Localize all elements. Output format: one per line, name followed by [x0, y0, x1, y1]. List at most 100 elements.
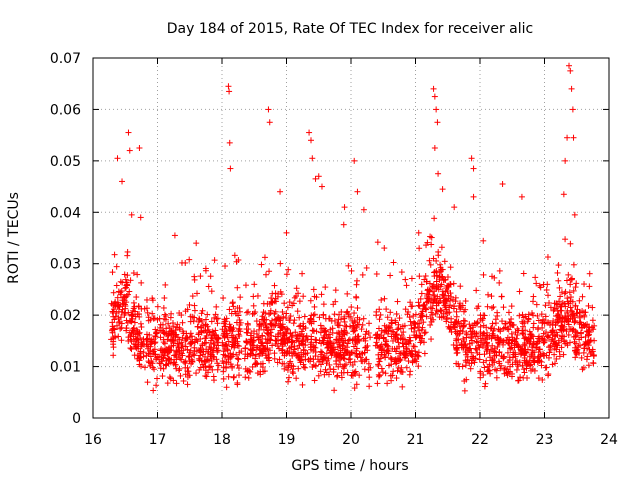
y-tick-label: 0.02 [50, 308, 81, 324]
roti-point [407, 372, 413, 378]
roti-point [215, 367, 221, 373]
roti-point [208, 273, 214, 279]
roti-point [444, 315, 450, 321]
roti-point [344, 291, 350, 297]
roti-point [126, 288, 132, 294]
y-tick-label: 0.04 [50, 205, 81, 221]
roti-point [481, 272, 487, 278]
roti-point [556, 262, 562, 268]
roti-point [463, 298, 469, 304]
roti-point [485, 292, 491, 298]
roti-point [500, 304, 506, 310]
y-tick-label: 0.03 [50, 257, 81, 273]
roti-point [353, 295, 359, 301]
x-tick-label: 17 [149, 432, 167, 448]
roti-peak-point [136, 145, 142, 151]
x-tick-label: 19 [278, 432, 296, 448]
roti-peak-point [451, 204, 457, 210]
roti-point [131, 300, 137, 306]
roti-point [194, 290, 200, 296]
roti-point [312, 311, 318, 317]
roti-point [348, 304, 354, 310]
roti-point [439, 244, 445, 250]
roti-point [209, 288, 215, 294]
roti-point [473, 287, 479, 293]
roti-point [567, 241, 573, 247]
roti-point [559, 308, 565, 314]
roti-point [454, 309, 460, 315]
roti-peak-point [193, 240, 199, 246]
roti-point [448, 264, 454, 270]
roti-peak-point [306, 130, 312, 136]
roti-peak-point [115, 155, 121, 161]
roti-peak-point [284, 230, 290, 236]
roti-point [279, 309, 285, 315]
roti-point [161, 305, 167, 311]
roti-peak-point [519, 194, 525, 200]
roti-point [377, 359, 383, 365]
y-tick-label: 0.01 [50, 360, 81, 376]
roti-point [232, 252, 238, 258]
roti-point [311, 304, 317, 310]
roti-point [351, 310, 357, 316]
roti-point [167, 374, 173, 380]
roti-point [331, 387, 337, 393]
roti-point [349, 268, 355, 274]
roti-point [409, 275, 415, 281]
roti-point [263, 272, 269, 278]
roti-point [159, 373, 165, 379]
roti-point [489, 293, 495, 299]
roti-point [381, 245, 387, 251]
roti-point [545, 292, 551, 298]
roti-point [402, 277, 408, 283]
roti-peak-point [265, 106, 271, 112]
roti-point [165, 380, 171, 386]
roti-point [517, 288, 523, 294]
roti-point [437, 262, 443, 268]
roti-point [114, 264, 120, 270]
roti-point [308, 315, 314, 321]
roti-point [253, 351, 259, 357]
roti-point [300, 293, 306, 299]
roti-peak-point [127, 148, 133, 154]
roti-point [334, 374, 340, 380]
roti-point [158, 365, 164, 371]
roti-point [591, 338, 597, 344]
roti-point [186, 257, 192, 263]
roti-point [494, 313, 500, 319]
roti-point [567, 289, 573, 295]
roti-point [572, 354, 578, 360]
roti-point [222, 263, 228, 269]
roti-point [366, 374, 372, 380]
roti-point [521, 270, 527, 276]
roti-peak-point [432, 94, 438, 100]
roti-point [127, 345, 133, 351]
roti-point [186, 354, 192, 360]
roti-point [376, 306, 382, 312]
roti-point [380, 369, 386, 375]
roti-point [191, 318, 197, 324]
roti-point [112, 252, 118, 258]
x-tick-label: 24 [600, 432, 618, 448]
roti-point [383, 370, 389, 376]
roti-point [383, 306, 389, 312]
roti-point [181, 378, 187, 384]
roti-point [242, 345, 248, 351]
roti-point [134, 272, 140, 278]
roti-point [144, 297, 150, 303]
roti-peak-point [172, 232, 178, 238]
roti-peak-point [309, 155, 315, 161]
roti-point [378, 297, 384, 303]
roti-point [404, 282, 410, 288]
roti-point [294, 285, 300, 291]
roti-point [349, 372, 355, 378]
roti-peak-point [227, 140, 233, 146]
x-tick-label: 22 [471, 432, 489, 448]
roti-point [486, 367, 492, 373]
y-tick-label: 0.06 [50, 102, 81, 118]
roti-point [499, 294, 505, 300]
roti-point [404, 365, 410, 371]
roti-point [374, 380, 380, 386]
roti-peak-point [571, 135, 577, 141]
roti-point [360, 272, 366, 278]
